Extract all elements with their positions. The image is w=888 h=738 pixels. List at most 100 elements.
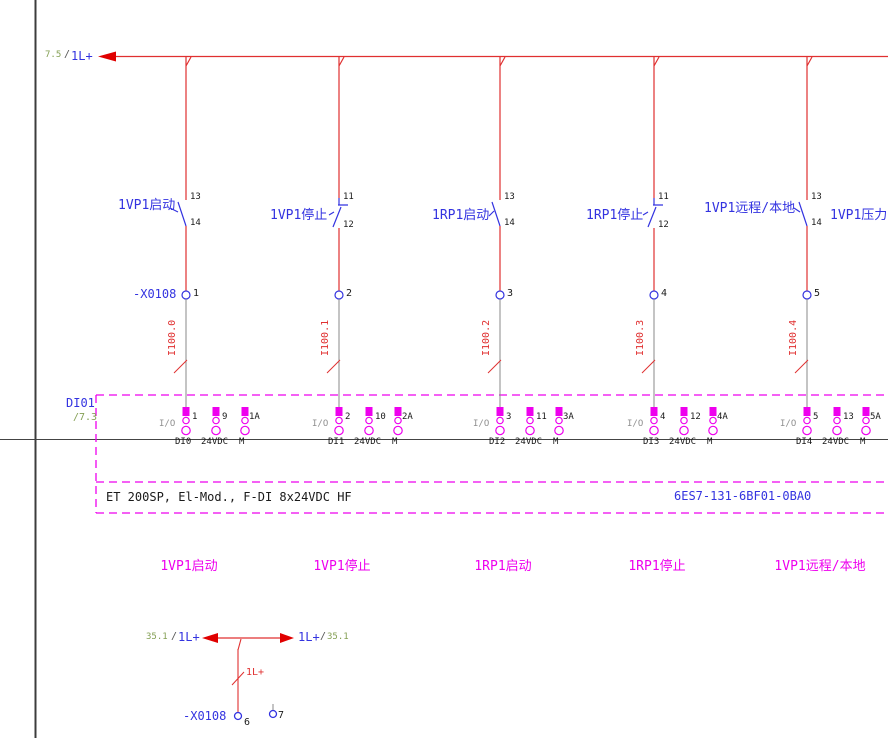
pin-top-1: 13	[190, 192, 201, 202]
bottom-wire-label: 1L+	[246, 667, 265, 678]
terminal-circle-3	[495, 290, 505, 300]
io-connector-group-1	[181, 407, 250, 436]
channel-label-5: DI4	[796, 437, 813, 447]
caption-2: 1VP1停止	[313, 559, 371, 574]
wire-address-2: I100.1	[320, 319, 331, 356]
ground-label-3: M	[553, 437, 559, 447]
plug-aux-3: 11	[536, 412, 547, 422]
channel-label-1: DI0	[175, 437, 192, 447]
plug-aux2-1: 1A	[249, 412, 260, 422]
terminal-number-4: 4	[661, 288, 668, 299]
plug-aux-4: 12	[690, 412, 701, 422]
plc-card-cross-ref: /7.3	[73, 412, 98, 423]
branch-1-wires	[169, 56, 250, 436]
voltage-label-1: 24VDC	[201, 437, 229, 447]
plug-pin-3: 3	[506, 412, 512, 422]
io-connector-group-5	[802, 407, 871, 436]
plug-pin-4: 4	[660, 412, 666, 422]
plug-aux2-5: 5A	[870, 412, 881, 422]
ground-label-2: M	[392, 437, 398, 447]
io-connector-group-2	[334, 407, 403, 436]
terminal-circle-2	[334, 290, 344, 300]
terminal-number-5: 5	[814, 288, 821, 299]
terminal-strip-label-top: -X0108	[133, 287, 177, 301]
plug-pin-1: 1	[192, 412, 198, 422]
top-ref-sep: /	[64, 49, 71, 60]
pin-top-4: 11	[658, 192, 669, 202]
io-label-4: I/O	[627, 419, 644, 429]
plug-aux-1: 9	[222, 412, 228, 422]
ground-label-1: M	[239, 437, 245, 447]
channel-label-4: DI3	[643, 437, 660, 447]
pin-bottom-2: 12	[343, 220, 354, 230]
wire-address-3: I100.2	[481, 319, 492, 356]
pin-top-2: 11	[343, 192, 354, 202]
caption-3: 1RP1启动	[474, 559, 532, 574]
bottom-ref-right-net: 1L+	[298, 630, 320, 644]
plc-card-name: DI01	[66, 396, 95, 410]
branch-3-wires	[487, 56, 564, 436]
terminal-number-6: 6	[244, 717, 251, 728]
terminal-number-2: 2	[346, 288, 353, 299]
wire-address-1: I100.0	[167, 319, 178, 356]
branch-5-wires	[793, 56, 871, 436]
terminal-number-7: 7	[278, 710, 285, 721]
switch-label-6-partial: 1VP1压力	[830, 208, 888, 223]
bottom-ref-left-sep: /	[171, 631, 178, 642]
caption-5: 1VP1远程/本地	[774, 559, 866, 574]
io-label-3: I/O	[473, 419, 490, 429]
channel-label-2: DI1	[328, 437, 345, 447]
plug-aux2-2: 2A	[402, 412, 413, 422]
pin-bottom-1: 14	[190, 218, 201, 228]
pin-top-3: 13	[504, 192, 515, 202]
plc-card-description: ET 200SP, El-Mod., F-DI 8x24VDC HF	[106, 490, 352, 504]
plug-pin-5: 5	[813, 412, 819, 422]
bottom-power-tap	[202, 633, 294, 721]
wire-address-4: I100.3	[635, 319, 646, 356]
potential-arrow-right-icon-bottom	[280, 633, 294, 643]
switch-label-2: 1VP1停止	[270, 208, 328, 223]
plug-aux-5: 13	[843, 412, 854, 422]
voltage-label-4: 24VDC	[669, 437, 697, 447]
plug-aux2-4: 4A	[717, 412, 728, 422]
bottom-ref-left-net: 1L+	[178, 630, 200, 644]
io-label-2: I/O	[312, 419, 329, 429]
plug-pin-2: 2	[345, 412, 351, 422]
terminal-strip-label-bottom: -X0108	[183, 709, 227, 723]
pin-bottom-5: 14	[811, 218, 822, 228]
io-connector-group-4	[649, 407, 718, 436]
bottom-ref-right-sep: /	[320, 631, 327, 642]
ground-label-5: M	[860, 437, 866, 447]
plug-aux2-3: 3A	[563, 412, 574, 422]
plc-card-order-number: 6ES7-131-6BF01-0BA0	[674, 489, 812, 503]
branch-2-wires	[326, 56, 403, 436]
voltage-label-2: 24VDC	[354, 437, 382, 447]
terminal-number-3: 3	[507, 288, 514, 299]
potential-arrow-left-icon-bottom	[202, 633, 218, 643]
ground-label-4: M	[707, 437, 713, 447]
bottom-ref-left-page: 35.1	[146, 632, 168, 642]
plc-module-outline	[95, 394, 888, 514]
terminal-circle-7	[268, 709, 278, 719]
switch-label-5: 1VP1远程/本地	[704, 201, 796, 216]
switch-label-1: 1VP1启动	[118, 198, 176, 213]
wire-address-5: I100.4	[788, 319, 799, 356]
terminal-circle-1	[181, 290, 191, 300]
caption-1: 1VP1启动	[160, 559, 218, 574]
terminal-circle-5	[802, 290, 812, 300]
channel-label-3: DI2	[489, 437, 506, 447]
bottom-ref-right-page: 35.1	[327, 632, 349, 642]
top-ref-net: 1L+	[71, 49, 93, 63]
pin-bottom-3: 14	[504, 218, 515, 228]
io-label-5: I/O	[780, 419, 797, 429]
pin-bottom-4: 12	[658, 220, 669, 230]
io-label-1: I/O	[159, 419, 176, 429]
voltage-label-3: 24VDC	[515, 437, 543, 447]
pin-top-5: 13	[811, 192, 822, 202]
plug-aux-2: 10	[375, 412, 386, 422]
io-connector-group-3	[495, 407, 564, 436]
switch-label-3: 1RP1启动	[432, 208, 490, 223]
switch-label-4: 1RP1停止	[586, 208, 644, 223]
